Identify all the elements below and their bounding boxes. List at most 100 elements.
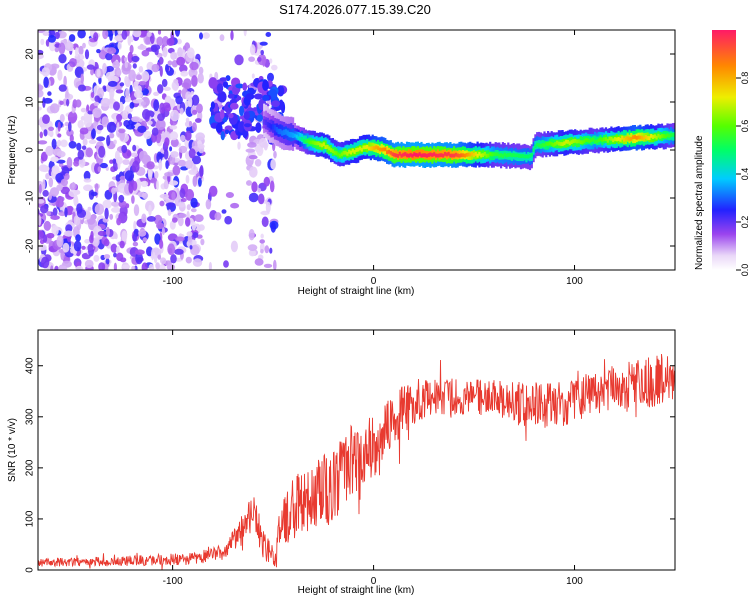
spectrogram-noise-blob (148, 263, 155, 270)
spectrogram-ridge-cell (420, 149, 423, 158)
spectrogram-noise-blob (109, 213, 114, 220)
spectrogram-noise-blob (180, 70, 189, 77)
spectrogram-ridge-cell (565, 139, 568, 144)
spectrogram-ridge-cell (601, 138, 604, 142)
spectrogram-ridge-cell (498, 153, 501, 158)
spectrogram-noise-blob (105, 258, 110, 265)
spectrogram-ridge-cell (463, 153, 466, 158)
spectrogram-noise-blob (90, 92, 95, 98)
spectrogram-noise-blob (113, 101, 120, 111)
spectrogram-noise-blob (98, 262, 106, 270)
spectrogram-ridge-cell (413, 152, 416, 157)
spectrogram-noise-blob (153, 214, 163, 225)
spectrogram-noise-blob (159, 65, 163, 77)
spectrogram-ridge-cell (389, 150, 392, 155)
spectrogram-noise-blob (196, 103, 203, 114)
spectrogram-noise-blob (135, 252, 144, 265)
spectrogram-noise-blob (115, 174, 121, 182)
bottom-x-ticks: -100 0 100 (163, 330, 583, 587)
spectrogram-ridge-cell (610, 136, 613, 141)
spectrogram-ridge-cell (398, 151, 401, 156)
spectrogram-noise-blob (77, 149, 85, 160)
spectrogram-noise-blob (163, 180, 169, 190)
spectrogram-noise-blob (122, 264, 131, 269)
spectrogram-ridge-cell (494, 152, 497, 157)
spectrogram-noise-blob (77, 120, 84, 129)
spectrogram-ridge-cell (453, 153, 456, 158)
spectrogram-noise-blob (154, 233, 161, 245)
spectrogram-noise-blob (259, 239, 266, 244)
spectrogram-noise-blob (158, 264, 166, 270)
spectrogram-noise-blob (166, 263, 176, 270)
spectrogram-noise-blob (74, 47, 79, 57)
spectrogram-ridge-cell (664, 134, 667, 139)
spectrogram-noise-blob (64, 173, 70, 180)
spectrogram-noise-blob (114, 150, 120, 162)
spectrogram-ridge-cell (440, 153, 443, 157)
spectrogram-noise-blob (273, 259, 277, 270)
spectrogram-transition-blob (230, 102, 239, 110)
spectrogram-noise-blob (141, 213, 147, 224)
colorbar (712, 30, 736, 270)
spectrogram-noise-blob (140, 180, 149, 188)
spectrogram-transition-blob (235, 83, 244, 89)
spectrogram-noise-blob (175, 95, 183, 105)
spectrogram-ridge-cell (449, 153, 452, 158)
spectrogram-noise-blob (177, 216, 184, 227)
spectrogram-noise-blob (118, 128, 126, 134)
spectrogram-noise-blob (73, 240, 82, 252)
spectrogram-noise-blob (157, 113, 165, 121)
top-y-ticks: -20 -10 0 10 20 (25, 48, 675, 253)
spectrogram-noise-blob (132, 99, 143, 104)
spectrogram-ridge-cell (324, 145, 327, 149)
spectrogram-noise-blob (248, 249, 256, 257)
spectrogram-noise-blob (40, 205, 49, 214)
spectrogram-noise-blob (57, 121, 61, 132)
spectrogram-ridge-cell (514, 153, 517, 158)
spectrogram-noise-blob (93, 101, 100, 107)
spectrogram-noise-blob (200, 238, 205, 246)
spectrogram-noise-blob (189, 245, 193, 250)
spectrogram-ridge-cell (539, 143, 542, 148)
spectrogram-noise-blob (175, 30, 180, 37)
spectrogram-ridge-cell (445, 152, 448, 157)
colorbar-tick-label: 0.2 (740, 216, 750, 229)
spectrogram-ridge-cell (349, 150, 353, 155)
spectrogram-noise-blob (127, 51, 133, 64)
spectrogram-ridge-cell (516, 153, 519, 158)
spectrogram-ridge-cell (547, 142, 550, 146)
spectrogram-transition-blob (245, 93, 255, 100)
spectrogram-noise-blob (121, 230, 128, 242)
spectrogram-noise-blob (62, 242, 70, 253)
spectrogram-noise-blob (48, 177, 54, 188)
bottom-y-tick-label: 0 (25, 567, 36, 573)
spectrogram-noise-blob (67, 38, 71, 50)
spectrogram-noise-blob (41, 67, 50, 77)
spectrogram-noise-blob (102, 30, 109, 40)
spectrogram-noise-blob (265, 32, 272, 37)
spectrogram-ridge-cell (264, 119, 268, 125)
spectrogram-noise-blob (260, 233, 264, 239)
spectrogram-ridge-cell (489, 152, 492, 156)
spectrogram-noise-blob (195, 118, 202, 123)
spectrogram-noise-blob (165, 64, 169, 73)
spectrogram-noise-blob (51, 165, 60, 175)
spectrogram-noise-blob (187, 235, 193, 243)
spectrogram-ridge-cell (585, 138, 588, 142)
spectrogram-ridge-cell (302, 138, 305, 143)
spectrogram-noise-blob (142, 109, 151, 120)
spectrogram-ridge-cell (310, 140, 313, 145)
spectrogram-noise-blob (125, 203, 130, 209)
spectrogram-noise-blob (146, 161, 155, 170)
spectrogram-ridge-cell (371, 146, 374, 150)
spectrogram-noise-blob (162, 102, 171, 109)
spectrogram-noise-blob (59, 114, 65, 123)
spectrogram-noise-blob (40, 38, 45, 46)
spectrogram-ridge-cell (626, 136, 629, 140)
spectrogram-noise-blob (116, 217, 122, 226)
spectrogram-noise-blob (103, 238, 110, 247)
spectrogram-noise-blob (88, 139, 97, 144)
spectrogram-noise-blob (50, 156, 59, 163)
spectrogram-noise-blob (125, 88, 130, 99)
spectrogram-noise-blob (156, 222, 165, 229)
